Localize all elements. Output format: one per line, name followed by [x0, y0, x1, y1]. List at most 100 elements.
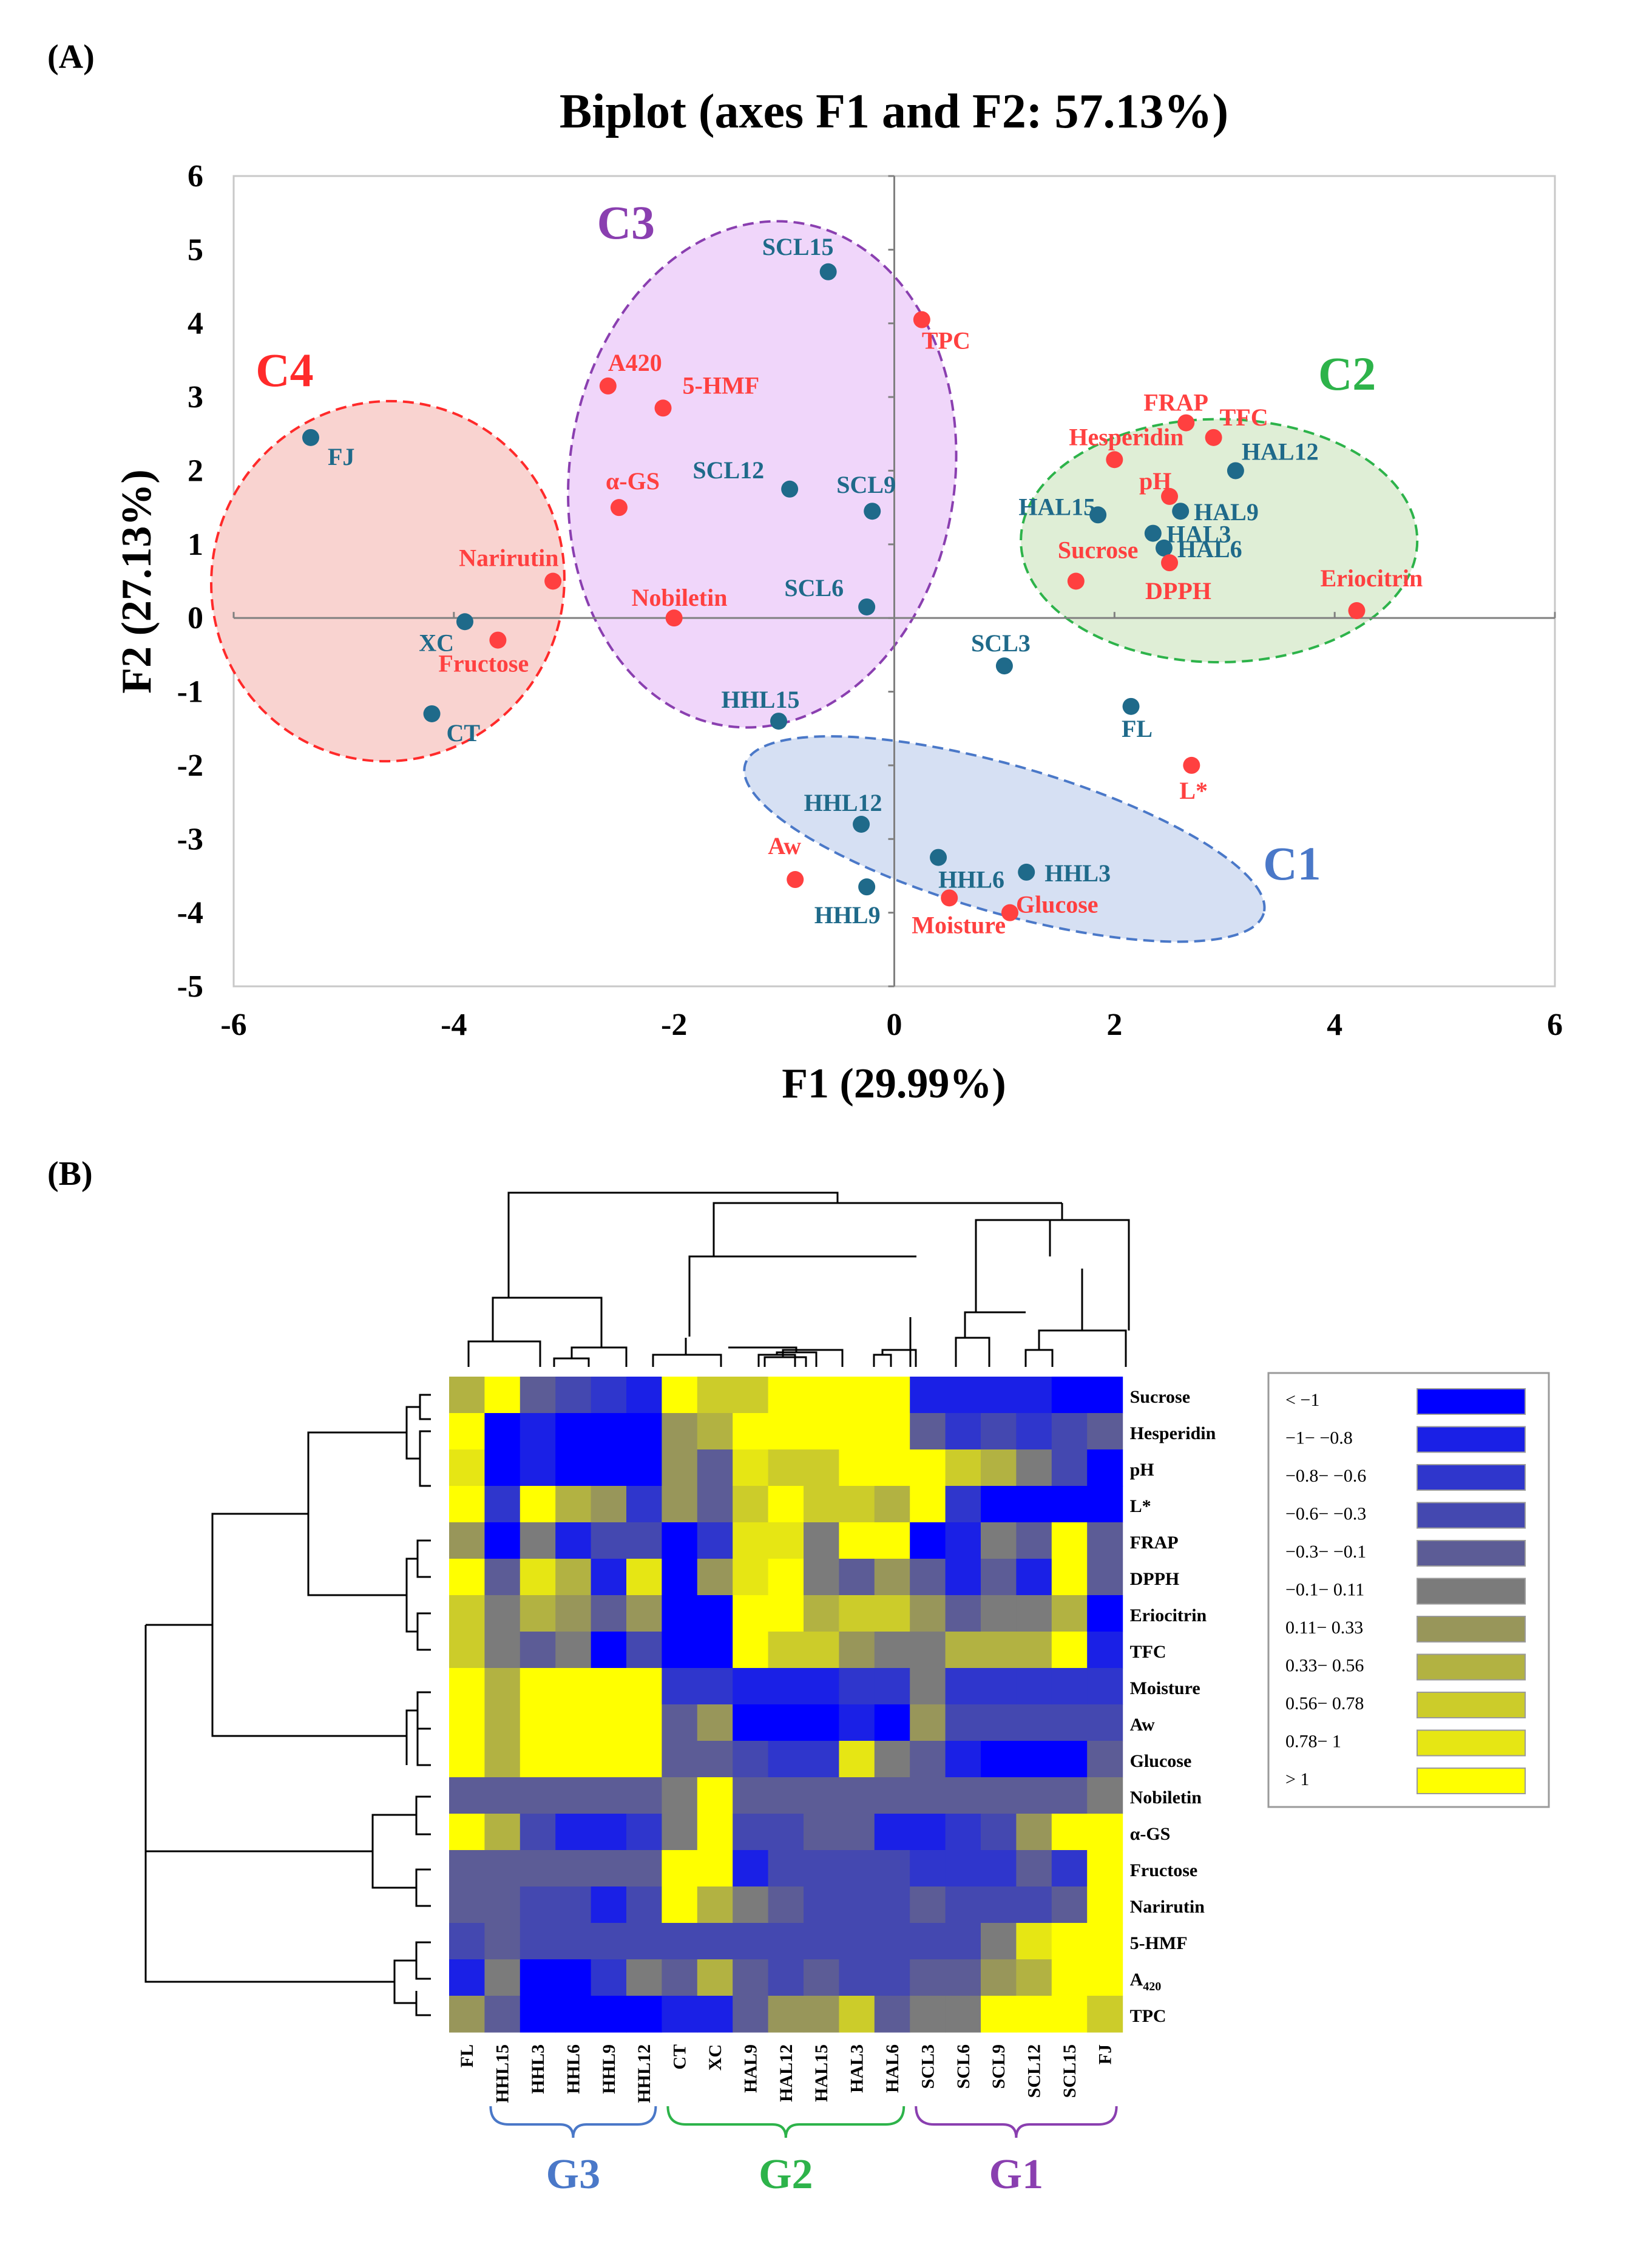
point-a420	[599, 377, 617, 395]
cell-sucrose-hal9	[733, 1377, 769, 1414]
point-hesperidin	[1106, 451, 1123, 469]
row-label-sucrose: Sucrose	[1130, 1387, 1190, 1407]
cell-tpc-scl15	[1051, 1996, 1088, 2033]
cell-narirutin-xc	[697, 1886, 733, 1924]
point-hhl6	[930, 849, 947, 866]
cell-5-hmf-hhl3	[520, 1923, 556, 1960]
legend-box	[1267, 1372, 1550, 1808]
cluster-c1-ellipse	[743, 735, 1266, 943]
point-label-hhl3: HHL3	[1044, 859, 1111, 887]
row-label-hesperidin: Hesperidin	[1130, 1423, 1216, 1443]
legend-swatch	[1417, 1502, 1526, 1529]
x-tick-label: -4	[441, 1008, 467, 1042]
cell-moisture-xc	[697, 1668, 733, 1705]
column-label-scl6: SCL6	[953, 2044, 973, 2089]
heatmap-column-labels: FL HHL15 HHL3 HHL6 HHL9 HHL12 CT XC HAL9 HAL12 HAL…	[457, 2044, 1115, 2103]
cell-eriocitrin-hal9	[733, 1595, 769, 1632]
cell-lstar-hhl3	[520, 1486, 556, 1523]
y-tick-label: 5	[188, 232, 203, 267]
cell-fructose-hhl15	[484, 1850, 521, 1887]
cell-ph-hhl9	[591, 1449, 627, 1486]
legend-swatch	[1417, 1616, 1526, 1642]
cell-tfc-hal15	[804, 1632, 839, 1669]
cell-5-hmf-scl3	[910, 1923, 946, 1960]
column-label-hhl12: HHL12	[634, 2044, 654, 2103]
cell-tpc-fj	[1087, 1996, 1123, 2033]
cell-moisture-ct	[662, 1668, 698, 1705]
point-sucrose	[1067, 572, 1085, 590]
point-fl	[1122, 697, 1140, 715]
cell-5-hmf-hhl9	[591, 1923, 627, 1960]
cell-nobiletin-hhl3	[520, 1777, 556, 1814]
point-scl15	[819, 263, 837, 280]
cell-tpc-hal15	[804, 1996, 839, 2033]
cell-glucose-ct	[662, 1741, 698, 1778]
cluster-c4-label: C4	[256, 344, 313, 396]
cell-sucrose-fj	[1087, 1377, 1123, 1414]
cell-5-hmf-xc	[697, 1923, 733, 1960]
cell-eriocitrin-hal6	[874, 1595, 910, 1632]
cell-glucose-hal9	[733, 1741, 769, 1778]
cell-dpph-ct	[662, 1559, 698, 1596]
cell-hesperidin-hhl6	[555, 1413, 592, 1450]
cell-a420-hhl15	[484, 1959, 521, 1996]
row-label-glucose: Glucose	[1130, 1751, 1192, 1771]
cell-frap-scl15	[1051, 1522, 1088, 1559]
cell-sucrose-hal3	[839, 1377, 875, 1414]
point-fructose	[489, 631, 507, 649]
cell-fructose-hhl12	[626, 1850, 662, 1887]
row-label-alpha-gs: α-GS	[1130, 1824, 1171, 1844]
cell-narirutin-hhl3	[520, 1886, 556, 1924]
cell-tpc-hhl12	[626, 1996, 662, 2033]
cell-tpc-hal9	[733, 1996, 769, 2033]
cell-hesperidin-hal6	[874, 1413, 910, 1450]
row-label-ph: pH	[1130, 1460, 1154, 1480]
cluster-c2-ellipse	[1020, 418, 1419, 663]
x-tick-label: 0	[887, 1008, 902, 1042]
row-label-moisture: Moisture	[1130, 1678, 1200, 1698]
x-tick-label: 2	[1106, 1008, 1122, 1042]
cell-moisture-fl	[449, 1668, 485, 1705]
cell-5-hmf-fl	[449, 1923, 485, 1960]
cell-fructose-hal12	[768, 1850, 804, 1887]
cell-narirutin-hal15	[804, 1886, 839, 1924]
legend-label: 0.33− 0.56	[1285, 1656, 1364, 1676]
cell-eriocitrin-scl12	[1016, 1595, 1052, 1632]
point-tfc	[1205, 429, 1222, 446]
cell-nobiletin-scl12	[1016, 1777, 1052, 1814]
cell-tfc-hal12	[768, 1632, 804, 1669]
cell-eriocitrin-hal12	[768, 1595, 804, 1632]
cell-a420-ct	[662, 1959, 698, 1996]
point-hal3	[1144, 524, 1162, 542]
cell-eriocitrin-hal15	[804, 1595, 839, 1632]
column-label-xc: XC	[705, 2044, 725, 2070]
cluster-ellipses: C1 C2 C3 C4	[210, 196, 1419, 943]
row-label-tpc: TPC	[1130, 2006, 1166, 2026]
cell-sucrose-xc	[697, 1377, 733, 1414]
y-tick-label: 0	[188, 601, 203, 636]
cell-lstar-hhl15	[484, 1486, 521, 1523]
point-hal15	[1089, 506, 1107, 524]
cell-nobiletin-hal3	[839, 1777, 875, 1814]
panel-b-label: (B)	[47, 1155, 93, 1193]
cell-lstar-scl6	[945, 1486, 981, 1523]
cell-sucrose-ct	[662, 1377, 698, 1414]
group-g1-bracket	[915, 2106, 1118, 2138]
cell-a420-hal12	[768, 1959, 804, 1996]
cell-narirutin-hhl15	[484, 1886, 521, 1924]
legend-swatch	[1417, 1464, 1526, 1491]
y-tick-label: 3	[188, 380, 203, 415]
cell-narirutin-scl15	[1051, 1886, 1088, 1924]
cell-dpph-scl15	[1051, 1559, 1088, 1596]
cell-fructose-hhl6	[555, 1850, 592, 1887]
cell-tpc-hhl15	[484, 1996, 521, 2033]
cell-moisture-hal6	[874, 1668, 910, 1705]
cell-hesperidin-hal3	[839, 1413, 875, 1450]
y-tick-label: -3	[177, 822, 203, 856]
cell-nobiletin-hhl6	[555, 1777, 592, 1814]
point-ph	[1161, 487, 1179, 505]
cell-5-hmf-hal9	[733, 1923, 769, 1960]
cell-tpc-scl6	[945, 1996, 981, 2033]
y-axis-label: F2 (27.13%)	[113, 469, 160, 693]
cell-tfc-fj	[1087, 1632, 1123, 1669]
